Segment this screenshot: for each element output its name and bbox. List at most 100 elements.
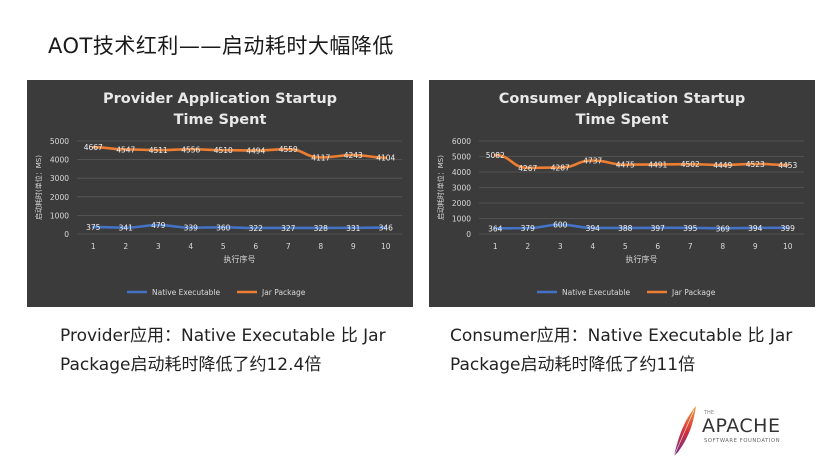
legend-label: Jar Package (261, 288, 306, 297)
x-tick-label: 4 (188, 242, 193, 251)
x-axis-label: 执行序号 (224, 254, 256, 264)
data-label: 388 (618, 224, 633, 233)
logo-name: APACHE (702, 415, 780, 437)
x-tick-label: 2 (525, 242, 530, 251)
jar-package-line (493, 153, 790, 170)
data-label: 4449 (713, 161, 732, 170)
data-label: 322 (249, 224, 264, 233)
y-tick-label: 3000 (50, 174, 69, 183)
data-label: 395 (683, 224, 698, 233)
data-label: 4510 (214, 146, 233, 155)
data-label: 327 (281, 224, 296, 233)
data-label: 4547 (116, 145, 135, 154)
provider-caption: Provider应用：Native Executable 比 Jar Packa… (60, 326, 386, 375)
data-label: 341 (119, 224, 134, 233)
data-label: 4475 (616, 161, 635, 170)
data-label: 4737 (583, 157, 602, 166)
data-label: 4502 (681, 160, 700, 169)
y-tick-label: 0 (64, 230, 69, 239)
y-tick-label: 6000 (452, 137, 471, 146)
y-tick-label: 3000 (452, 184, 471, 193)
consumer-caption: Consumer应用：Native Executable 比 Jar Packa… (450, 326, 793, 375)
data-label: 4117 (311, 153, 330, 162)
y-tick-label: 5000 (50, 137, 69, 146)
consumer-startup-chart: Consumer Application Startup Time Spent 0 1… (436, 91, 804, 297)
y-tick-label: 2000 (50, 193, 69, 202)
data-label: 394 (586, 224, 601, 233)
legend-label: Native Executable (152, 288, 220, 297)
data-label: 369 (716, 224, 731, 233)
data-label: 4491 (648, 160, 667, 169)
y-tick-label: 1000 (452, 215, 471, 224)
y-axis-label: 启动耗时(单位：MS) (34, 155, 43, 220)
x-tick-label: 7 (286, 242, 291, 251)
native-executable-line (91, 223, 388, 230)
consumer-chart-panel: Consumer Application Startup Time Spent 0 1… (429, 80, 815, 307)
slide-title: AOT技术红利——启动耗时大幅降低 (48, 34, 394, 58)
data-label: 4667 (84, 143, 103, 152)
x-tick-label: 6 (253, 242, 258, 251)
data-label: 397 (651, 224, 666, 233)
data-label: 4267 (518, 164, 537, 173)
legend-label: Native Executable (562, 288, 630, 297)
x-tick-label: 8 (720, 242, 725, 251)
jar-package-line (91, 145, 388, 159)
data-label: 394 (748, 224, 763, 233)
provider-startup-chart: Provider Application Startup Time Spent 0 1… (34, 91, 402, 297)
data-label: 4494 (246, 146, 265, 155)
data-label: 4243 (344, 151, 363, 160)
data-label: 360 (216, 223, 231, 232)
legend-label: Jar Package (671, 288, 716, 297)
apache-feather-logo: THE APACHE SOFTWARE FOUNDATION (673, 406, 780, 457)
data-label: 375 (86, 223, 101, 232)
data-label: 4511 (149, 146, 168, 155)
x-tick-label: 10 (783, 242, 793, 251)
x-tick-label: 3 (156, 242, 161, 251)
x-tick-label: 8 (318, 242, 323, 251)
x-tick-label: 1 (493, 242, 498, 251)
x-tick-label: 7 (688, 242, 693, 251)
data-label: 5082 (486, 151, 505, 160)
y-tick-label: 5000 (452, 153, 471, 162)
native-executable-line (493, 223, 790, 230)
x-tick-label: 9 (753, 242, 758, 251)
x-tick-label: 5 (623, 242, 628, 251)
data-label: 399 (781, 224, 796, 233)
y-tick-label: 0 (466, 230, 471, 239)
data-label: 4104 (376, 154, 395, 163)
apache-logo: THE APACHE SOFTWARE FOUNDATION (664, 402, 804, 458)
data-label: 331 (346, 224, 361, 233)
y-axis-label: 启动耗时(单位：MS) (436, 155, 445, 220)
data-label: 4523 (746, 160, 765, 169)
data-label: 4287 (551, 164, 570, 173)
chart-title-line: Consumer Application Startup (499, 91, 746, 107)
x-tick-label: 4 (590, 242, 595, 251)
y-tick-label: 4000 (452, 168, 471, 177)
chart-title-line: Time Spent (576, 112, 669, 128)
x-tick-label: 9 (351, 242, 356, 251)
y-tick-label: 2000 (452, 199, 471, 208)
y-tick-label: 1000 (50, 211, 69, 220)
data-label: 346 (379, 224, 394, 233)
x-tick-label: 2 (123, 242, 128, 251)
y-tick-label: 4000 (50, 156, 69, 165)
chart-title-line: Time Spent (174, 112, 267, 128)
x-tick-label: 1 (91, 242, 96, 251)
x-tick-label: 6 (655, 242, 660, 251)
data-label: 479 (151, 221, 166, 230)
logo-sub: SOFTWARE FOUNDATION (704, 438, 780, 444)
data-label: 328 (314, 224, 329, 233)
x-tick-label: 10 (381, 242, 391, 251)
data-label: 4559 (279, 145, 298, 154)
data-label: 4556 (181, 145, 200, 154)
x-axis-label: 执行序号 (626, 254, 658, 264)
data-label: 339 (184, 224, 199, 233)
chart-title-line: Provider Application Startup (103, 91, 337, 107)
data-label: 364 (488, 224, 503, 233)
logo-small-text: THE (703, 410, 714, 416)
x-tick-label: 3 (558, 242, 563, 251)
data-label: 600 (553, 221, 568, 230)
data-label: 379 (521, 224, 536, 233)
provider-chart-panel: Provider Application Startup Time Spent 0 1… (27, 80, 413, 307)
x-tick-label: 5 (221, 242, 226, 251)
